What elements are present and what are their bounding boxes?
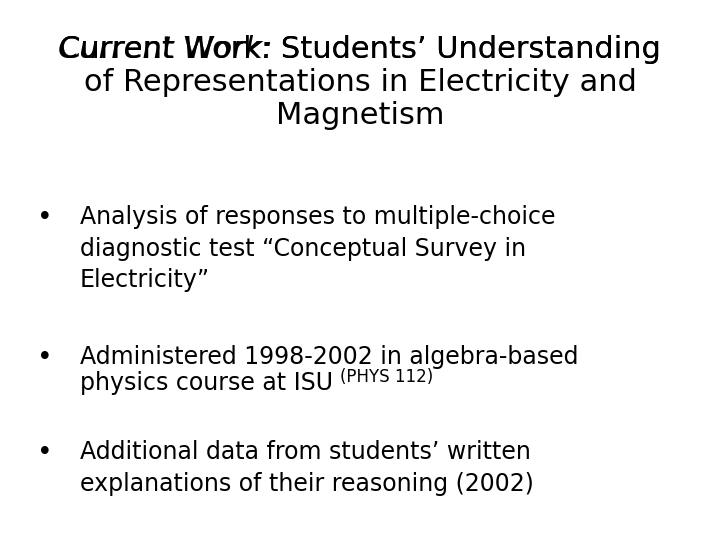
Text: Administered 1998-2002 in algebra-based: Administered 1998-2002 in algebra-based (80, 345, 578, 369)
Text: Current Work:: Current Work: (58, 35, 272, 64)
Text: of Representations in Electricity and: of Representations in Electricity and (84, 68, 636, 97)
Text: Additional data from students’ written
explanations of their reasoning (2002): Additional data from students’ written e… (80, 440, 534, 496)
Text: Analysis of responses to multiple-choice
diagnostic test “Conceptual Survey in
E: Analysis of responses to multiple-choice… (80, 205, 556, 292)
Text: •: • (37, 205, 53, 231)
Text: •: • (37, 345, 53, 371)
Text: Magnetism: Magnetism (276, 101, 444, 130)
Text: •: • (37, 440, 53, 466)
Text: Current Work:: Current Work: (59, 35, 271, 64)
Text: (PHYS 112): (PHYS 112) (341, 368, 433, 386)
Text: Current Work: Students’ Understanding: Current Work: Students’ Understanding (59, 35, 661, 64)
Text: physics course at ISU: physics course at ISU (80, 371, 341, 395)
Text: Current Work: Students’ Understanding: Current Work: Students’ Understanding (59, 35, 661, 64)
